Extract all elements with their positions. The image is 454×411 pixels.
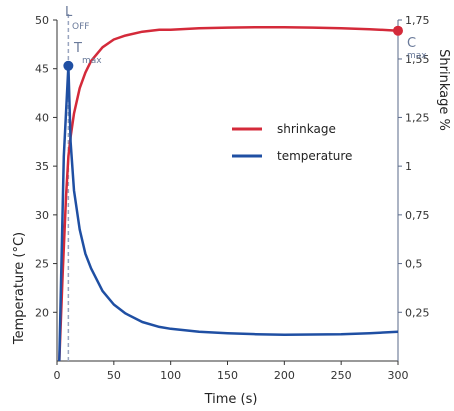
x-tick-label: 300 — [388, 369, 409, 382]
y2-tick-label: 1 — [405, 160, 412, 173]
series-line-shrinkage — [58, 25, 399, 362]
cmax-label-main: C — [407, 36, 416, 51]
x-tick-label: 0 — [54, 369, 61, 382]
loff-label-sub: OFF — [72, 22, 89, 32]
y-tick-label: 40 — [35, 111, 49, 124]
series-line-temperature — [58, 64, 399, 362]
y-tick-label: 45 — [35, 63, 49, 76]
y2-tick-label: 0,5 — [405, 258, 423, 271]
axes-layer — [53, 14, 402, 365]
y2-axis-title: Shrinkage % — [436, 49, 451, 131]
tmax-label-main: T — [73, 41, 82, 56]
y-axis-title: Temperature (°C) — [12, 232, 27, 345]
y-tick-label: 35 — [35, 160, 49, 173]
x-tick-label: 50 — [107, 369, 121, 382]
x-tick-label: 250 — [331, 369, 352, 382]
y-tick-label: 25 — [35, 258, 49, 271]
tmax-label-sub: max — [82, 56, 102, 66]
x-axis-title: Time (s) — [204, 392, 258, 407]
y2-tick-label: 0,25 — [405, 306, 430, 319]
x-tick-label: 150 — [217, 369, 238, 382]
cmax-point — [393, 25, 403, 36]
marks-layer — [58, 25, 403, 362]
x-tick-label: 200 — [274, 369, 295, 382]
loff-label-main: L — [65, 5, 73, 20]
y2-tick-label: 1,75 — [405, 14, 430, 27]
y2-tick-label: 0,75 — [405, 209, 430, 222]
tmax-point — [63, 60, 74, 71]
legend-label-temperature: temperature — [277, 149, 352, 163]
y2-tick-label: 1,55 — [405, 53, 430, 66]
labels-layer: 0 50 100 150 200 250 300 20 25 30 35 40 45 50 0,25 0,5 0… — [35, 5, 430, 382]
y2-tick-label: 1,25 — [405, 111, 430, 124]
y-tick-label: 20 — [35, 306, 49, 319]
y-tick-label: 50 — [35, 14, 49, 27]
y-tick-label: 30 — [35, 209, 49, 222]
x-tick-label: 100 — [160, 369, 181, 382]
legend: shrinkage temperature — [232, 122, 352, 163]
cmax-label-sub: max — [407, 51, 427, 61]
legend-label-shrinkage: shrinkage — [277, 122, 336, 136]
